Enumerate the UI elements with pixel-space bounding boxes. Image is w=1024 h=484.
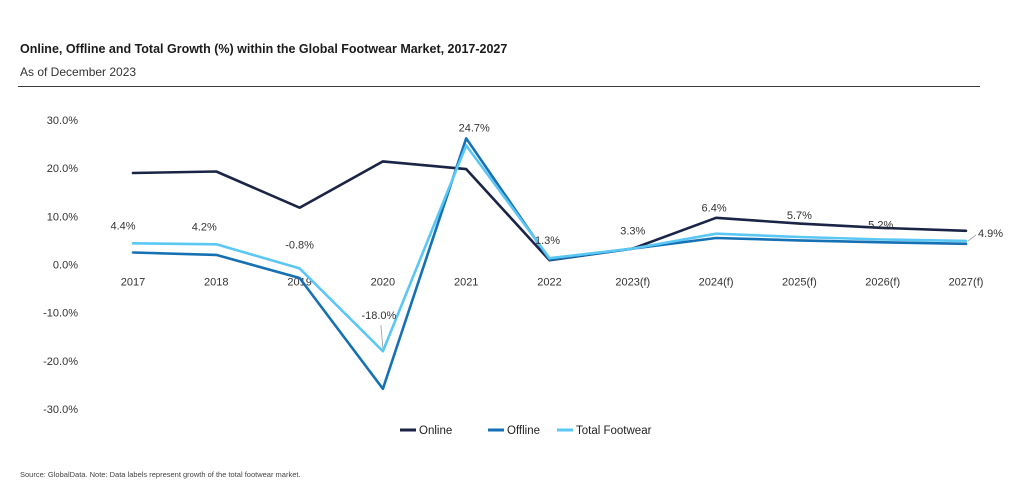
data-label: 6.4% bbox=[702, 203, 727, 215]
y-tick-label: -20.0% bbox=[43, 356, 78, 368]
data-label: 4.2% bbox=[192, 221, 217, 233]
legend-item: Online bbox=[400, 425, 452, 437]
legend-item: Total Footwear bbox=[557, 425, 652, 437]
y-tick-label: 20.0% bbox=[47, 163, 78, 175]
x-tick-label: 2027(f) bbox=[949, 277, 984, 289]
data-label-leader bbox=[967, 234, 977, 242]
data-label: 3.3% bbox=[620, 226, 645, 238]
data-label: 5.7% bbox=[787, 210, 812, 222]
x-tick-label: 2023(f) bbox=[615, 277, 650, 289]
source-note: Source: GlobalData. Note: Data labels re… bbox=[20, 470, 301, 479]
y-tick-label: -10.0% bbox=[43, 308, 78, 320]
y-tick-label: 0.0% bbox=[53, 260, 78, 272]
data-label: 4.9% bbox=[978, 228, 1003, 240]
data-label: 4.4% bbox=[110, 220, 135, 232]
x-tick-label: 2020 bbox=[371, 277, 395, 289]
chart-title: Online, Offline and Total Growth (%) wit… bbox=[20, 42, 508, 56]
x-axis: 2017 2018 2019 2020 2021 2022 2023(f) 2024(f) 20… bbox=[121, 277, 984, 289]
data-label: -0.8% bbox=[285, 239, 314, 251]
y-tick-label: 10.0% bbox=[47, 211, 78, 223]
y-axis: 30.0% 20.0% 10.0% 0.0% -10.0% -20.0% -30.0% bbox=[43, 115, 78, 416]
series-layer bbox=[131, 137, 968, 391]
x-tick-label: 2021 bbox=[454, 277, 478, 289]
x-tick-label: 2025(f) bbox=[782, 277, 817, 289]
series-line-total-footwear bbox=[131, 144, 968, 353]
data-label-layer: 4.4% 4.2% -0.8% -18.0% 24.7% 1.3% 3.3% 6.4% 5.7%… bbox=[110, 123, 1003, 349]
x-tick-label: 2018 bbox=[204, 277, 228, 289]
x-tick-label: 2017 bbox=[121, 277, 145, 289]
data-label: 1.3% bbox=[535, 235, 560, 247]
chart-subtitle: As of December 2023 bbox=[20, 65, 137, 79]
x-tick-label: 2022 bbox=[537, 277, 561, 289]
header-divider bbox=[18, 86, 980, 87]
y-tick-label: 30.0% bbox=[47, 115, 78, 127]
legend-label: Online bbox=[419, 425, 452, 437]
data-label: -18.0% bbox=[361, 310, 396, 322]
y-tick-label: -30.0% bbox=[43, 404, 78, 416]
data-label: 5.2% bbox=[868, 219, 893, 231]
data-label: 24.7% bbox=[459, 123, 490, 135]
legend-label: Total Footwear bbox=[576, 425, 652, 437]
series-line-offline bbox=[131, 137, 968, 391]
x-tick-label: 2026(f) bbox=[865, 277, 900, 289]
data-label-leader bbox=[380, 325, 384, 349]
legend-item: Offline bbox=[488, 425, 540, 437]
legend: Online Offline Total Footwear bbox=[400, 425, 652, 437]
legend-label: Offline bbox=[507, 425, 540, 437]
x-tick-label: 2024(f) bbox=[699, 277, 734, 289]
